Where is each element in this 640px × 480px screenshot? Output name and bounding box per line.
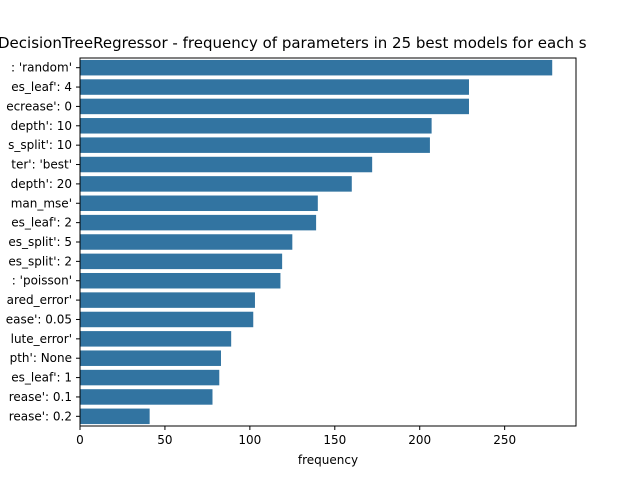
x-tick-label: 50 [157, 433, 172, 447]
y-tick-label: ease': 0.05 [6, 312, 72, 326]
bar [80, 253, 283, 270]
bar [80, 98, 469, 115]
y-tick-label: ared_error' [7, 293, 72, 307]
y-tick-label: rease': 0.1 [9, 390, 72, 404]
x-tick-label: 250 [493, 433, 516, 447]
bar [80, 195, 318, 212]
y-tick-labels: : 'random' es_leaf': 4 ecrease': 0 depth': … [6, 61, 80, 423]
bar [80, 118, 432, 134]
bar [80, 59, 553, 76]
y-tick-label: es_leaf': 1 [11, 371, 72, 385]
y-tick-label: man_mse' [11, 196, 72, 210]
y-tick-label: : 'random' [11, 61, 72, 75]
plot-frame [79, 57, 577, 427]
x-tick-label: 100 [238, 433, 261, 447]
y-tick-label: rease': 0.2 [9, 409, 72, 423]
bar [80, 408, 150, 425]
bar [80, 311, 254, 328]
y-tick-label: : 'poisson' [12, 274, 72, 288]
y-tick-label: ecrease': 0 [6, 99, 72, 113]
bar [80, 292, 255, 308]
bar [80, 79, 469, 95]
bar [80, 350, 221, 366]
bar [80, 137, 430, 153]
x-tick-label: 200 [408, 433, 431, 447]
bars-group [80, 59, 553, 425]
y-tick-label: es_split': 5 [8, 235, 72, 249]
y-tick-label: depth': 10 [11, 119, 72, 133]
bar [80, 234, 293, 250]
y-tick-label: lute_error' [11, 332, 72, 346]
y-tick-label: es_split': 2 [8, 254, 72, 268]
bar [80, 331, 232, 347]
x-tick-label: 150 [323, 433, 346, 447]
y-tick-label: es_leaf': 2 [11, 216, 72, 230]
bar [80, 214, 317, 231]
x-axis-label: frequency [298, 453, 358, 467]
bar [80, 176, 352, 192]
bar [80, 156, 373, 173]
x-ticks: 0 50 100 150 200 250 [76, 426, 516, 447]
y-tick-label: pth': None [10, 351, 72, 365]
bar [80, 369, 220, 386]
y-tick-label: s_split': 10 [8, 138, 72, 152]
bar [80, 272, 281, 289]
y-tick-label: ter': 'best' [11, 158, 72, 172]
chart-title: DecisionTreeRegressor - frequency of par… [0, 34, 587, 52]
bar [80, 389, 213, 405]
y-tick-label: depth': 20 [11, 177, 72, 191]
y-tick-label: es_leaf': 4 [11, 80, 72, 94]
x-tick-label: 0 [76, 433, 84, 447]
